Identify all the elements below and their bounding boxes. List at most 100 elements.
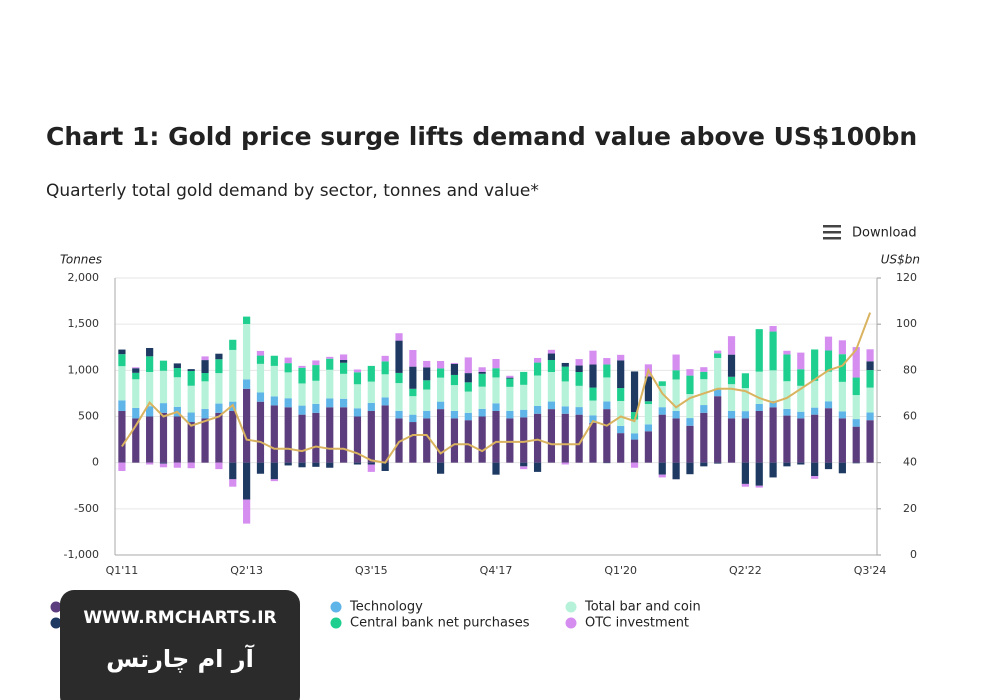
bar-segment (797, 411, 805, 419)
bar-segment (243, 379, 251, 389)
watermark-box (60, 590, 300, 700)
bar-segment (547, 349, 556, 354)
bar-segment (603, 401, 611, 410)
bar-segment (714, 388, 722, 397)
bar-segment (603, 377, 611, 402)
bar-segment (173, 462, 181, 468)
legend-label: OTC investment (585, 616, 689, 631)
bar-segment (450, 363, 459, 375)
bar-segment (464, 357, 472, 374)
y-axis-label: Tonnes (60, 253, 102, 267)
bar-segment (755, 485, 763, 488)
bar-segment (201, 409, 209, 419)
download-button[interactable]: Download (820, 222, 920, 244)
bar-segment (173, 368, 181, 378)
bar-segment (644, 424, 652, 432)
bar-segment (617, 425, 625, 434)
bar-segment (395, 383, 403, 411)
bar-segment (187, 385, 195, 413)
bar-segment (312, 462, 320, 467)
bar-segment (478, 367, 486, 372)
bar-segment (838, 381, 846, 412)
bar-segment (630, 439, 639, 463)
bar-segment (173, 363, 181, 369)
bar-segment (270, 405, 278, 463)
bar-segment (326, 358, 334, 370)
bar-segment (381, 397, 389, 406)
bar-segment (395, 410, 403, 419)
bar-segment (492, 358, 500, 369)
bar-segment (506, 375, 514, 378)
bar-segment (270, 479, 278, 482)
x-tick-label: Q3'24 (854, 564, 887, 577)
bar-segment (714, 357, 722, 389)
bar-segment (561, 381, 569, 407)
bar-segment (727, 384, 736, 411)
bar-segment (617, 400, 625, 426)
bar-segment (256, 350, 265, 356)
bar-segment (520, 466, 528, 470)
menu-icon (823, 225, 841, 228)
bar-segment (672, 354, 680, 371)
bar-segment (464, 391, 472, 413)
bar-segment (852, 377, 860, 396)
bar-segment (395, 333, 403, 341)
bar-segment (838, 462, 846, 474)
bar-segment (215, 412, 223, 463)
bar-segment (492, 462, 500, 475)
legend-swatch (50, 617, 62, 629)
x-tick-label: Q3'15 (355, 564, 388, 577)
bar-segment (811, 349, 819, 381)
bar-segment (824, 401, 833, 409)
bar-segment (340, 398, 348, 408)
bar-segment (132, 368, 140, 373)
bar-segment (741, 388, 749, 412)
bar-segment (672, 370, 680, 380)
bar-segment (686, 462, 694, 475)
bar-segment (270, 396, 278, 406)
bar-segment (464, 373, 472, 383)
bar-segment (644, 401, 652, 405)
bar-segment (146, 371, 154, 407)
bar-segment (256, 363, 265, 393)
bar-segment (520, 409, 528, 418)
bar-segment (547, 371, 556, 402)
bar-segment (727, 410, 736, 419)
bar-segment (409, 422, 417, 463)
bar-segment (727, 376, 736, 385)
bar-segment (617, 433, 625, 463)
bar-segment (159, 412, 168, 463)
bar-segment (381, 405, 389, 463)
bar-segment (603, 364, 611, 378)
bar-segment (436, 377, 445, 402)
bar-segment (298, 365, 306, 368)
y2-tick-label: 80 (903, 363, 917, 376)
bar-segment (423, 367, 431, 381)
bar-segment (187, 369, 195, 371)
bar-segment (409, 350, 417, 367)
bar-segment (243, 316, 251, 324)
bar-segment (436, 409, 445, 463)
bar-segment (132, 367, 140, 369)
bar-segment (727, 354, 736, 377)
x-tick-label: Q1'20 (604, 564, 637, 577)
bar-segment (118, 366, 126, 401)
bar-segment (811, 380, 819, 408)
bar-segment (783, 408, 791, 416)
bar-segment (367, 365, 375, 382)
bar-segment (492, 410, 500, 463)
download-area[interactable] (820, 222, 920, 244)
bar-segment (381, 374, 389, 398)
bar-segment (423, 380, 431, 390)
y-tick-label: -1,000 (64, 548, 99, 561)
bar-segment (797, 418, 805, 463)
bar-segment (617, 354, 625, 361)
bar-segment (755, 410, 763, 463)
bar-segment (811, 407, 819, 415)
download-label[interactable]: Download (852, 226, 917, 241)
bar-segment (436, 462, 445, 474)
bar-segment (769, 400, 777, 408)
bar-segment (423, 389, 431, 411)
bar-segment (852, 419, 860, 427)
